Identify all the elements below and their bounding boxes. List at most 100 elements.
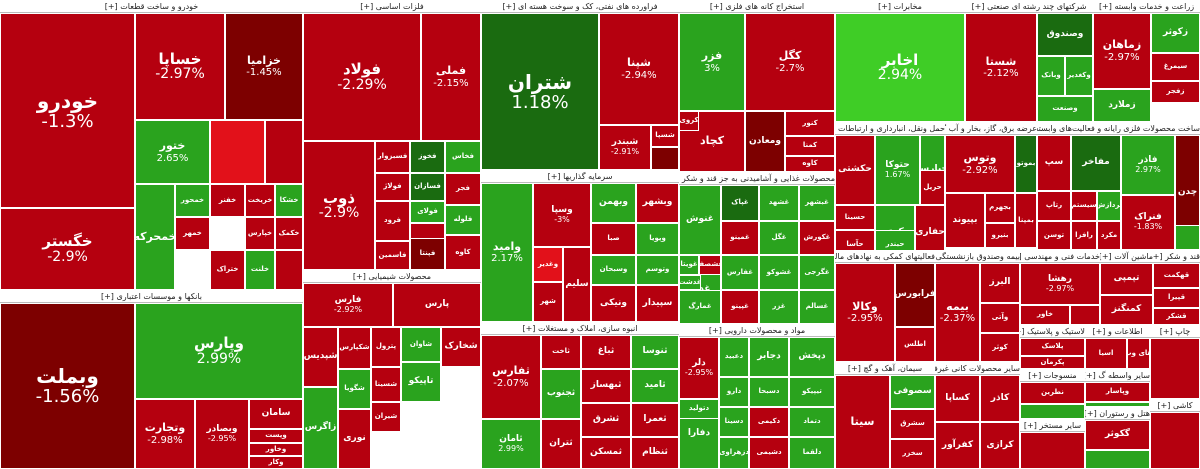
expand-toggle[interactable]: [+]	[1153, 252, 1163, 261]
stock-tile[interactable]	[1150, 338, 1200, 399]
expand-toggle[interactable]: [+]	[1157, 401, 1171, 410]
stock-tile[interactable]	[1020, 404, 1085, 419]
stock-tile[interactable]: غشهد	[759, 185, 799, 221]
sector-header[interactable]: لاستیک و پلاستیک [+]	[1020, 325, 1085, 338]
stock-tile[interactable]	[1085, 450, 1150, 469]
stock-tile[interactable]: ثامید	[631, 369, 679, 403]
stock-tile[interactable]: ونیکی	[591, 285, 636, 322]
stock-tile[interactable]: وآتی	[980, 303, 1020, 333]
stock-tile[interactable]: غشوکو	[759, 255, 799, 290]
stock-tile[interactable]: شاوان	[401, 327, 441, 362]
stock-tile[interactable]: غزر	[759, 290, 799, 324]
stock-tile[interactable]: قهکمت	[1153, 263, 1200, 288]
stock-tile[interactable]: وسپا -3%	[533, 183, 591, 247]
stock-tile[interactable]: شسینا	[371, 367, 401, 402]
sector-header[interactable]: هتل و رستوران [+]	[1085, 407, 1150, 420]
stock-tile[interactable]: اسیا	[1085, 338, 1127, 369]
stock-tile[interactable]: کاذر	[980, 375, 1020, 422]
stock-tile[interactable]	[1085, 402, 1150, 407]
sector-header[interactable]: انبوه سازی، املاک و مستغلات [+]	[481, 322, 679, 335]
stock-tile[interactable]: کاوه	[785, 156, 835, 172]
sector-header[interactable]: بانکها و موسسات اعتباری [+]	[0, 290, 303, 303]
sector-header[interactable]: سیمان، آهک و گچ [+]	[835, 362, 935, 375]
expand-toggle[interactable]: [+]	[1098, 2, 1112, 11]
stock-tile[interactable]: وتجارت -2.98%	[135, 399, 195, 469]
stock-tile[interactable]: پکرمان	[1020, 356, 1085, 369]
sector-header[interactable]: فراورده های نفتی، کک و سوخت هسته ای [+]	[481, 0, 679, 13]
sector-header[interactable]: خدمات فنی و مهندسی [+]	[1020, 250, 1100, 263]
stock-tile[interactable]: وکالا -2.95%	[835, 263, 895, 362]
stock-tile[interactable]	[1020, 432, 1085, 469]
stock-tile[interactable]: شکپارس	[338, 327, 371, 369]
stock-tile[interactable]: وبملت -1.56%	[0, 303, 135, 469]
stock-tile[interactable]	[651, 147, 679, 170]
stock-tile[interactable]: رتاپ	[1037, 191, 1071, 221]
stock-tile[interactable]: خاور	[1020, 305, 1070, 325]
expand-toggle[interactable]: [+]	[502, 2, 516, 11]
stock-tile[interactable]: وتوس -2.92%	[945, 135, 1015, 193]
expand-toggle[interactable]: [+]	[1092, 327, 1106, 336]
stock-tile[interactable]: فسبزوار	[375, 141, 410, 173]
expand-toggle[interactable]: [+]	[971, 2, 985, 11]
stock-tile[interactable]: حریل	[920, 170, 945, 205]
stock-tile[interactable]: ثنظام	[631, 437, 679, 469]
sector-header[interactable]: شرکتهای چند رشته ای صنعتی [+]	[965, 0, 1093, 13]
stock-tile[interactable]: پردازش	[1097, 191, 1121, 221]
sector-header[interactable]: مخابرات [+]	[835, 0, 965, 13]
stock-tile[interactable]: فخوز	[410, 141, 445, 173]
stock-tile[interactable]: شپدیس	[303, 327, 338, 387]
stock-tile[interactable]: خپارس	[245, 217, 275, 250]
expand-toggle[interactable]: [+]	[360, 2, 374, 11]
stock-tile[interactable]: وامید 2.17%	[481, 183, 533, 322]
sector-header[interactable]: عرضه برق، گاز، بخار و آب گرم [+]	[945, 122, 1037, 135]
expand-toggle[interactable]: [+]	[708, 326, 722, 335]
stock-tile[interactable]: خمحور	[175, 184, 210, 217]
sector-header[interactable]: سایر محصولات کانی غیرفلزی [+]	[935, 362, 1020, 375]
stock-tile[interactable]: خلنت	[245, 250, 275, 290]
expand-toggle[interactable]: [+]	[1100, 252, 1112, 261]
stock-tile[interactable]: دسبحا	[749, 377, 789, 407]
stock-tile[interactable]: غنوش	[679, 185, 721, 255]
stock-tile[interactable]: فخاس	[445, 141, 481, 173]
stock-tile[interactable]	[1070, 305, 1100, 325]
stock-tile[interactable]: وبهمن	[591, 183, 636, 223]
stock-tile[interactable]: مفاخر	[1071, 135, 1121, 191]
stock-tile[interactable]: خمحرکه	[135, 184, 175, 290]
stock-tile[interactable]: ختراک	[210, 250, 245, 290]
stock-tile[interactable]: وتوسم	[636, 255, 679, 285]
stock-tile[interactable]: ثجنوب	[541, 369, 581, 419]
stock-tile[interactable]: تیپیکو	[789, 377, 835, 407]
stock-tile[interactable]: فولای	[410, 201, 445, 223]
stock-tile[interactable]	[1175, 225, 1200, 250]
stock-tile[interactable]: اخابر 2.94%	[835, 13, 965, 122]
stock-tile[interactable]	[1150, 412, 1200, 469]
sector-header[interactable]: زراعت و خدمات وابسته [+]	[1093, 0, 1200, 13]
stock-tile[interactable]: وکار	[249, 456, 303, 469]
stock-tile[interactable]: خفنر	[210, 184, 245, 217]
stock-tile[interactable]: ومعادن	[745, 111, 785, 172]
stock-tile[interactable]: کساپا	[935, 375, 980, 422]
sector-header[interactable]: قند و شکر [+]	[1153, 250, 1200, 263]
stock-tile[interactable]: شخارک	[441, 327, 481, 367]
stock-tile[interactable]: فلوله	[445, 205, 481, 235]
stock-tile[interactable]: کفرآور	[935, 422, 980, 469]
stock-tile[interactable]: فولاژ	[375, 173, 410, 201]
stock-tile[interactable]: دکیمی	[749, 407, 789, 437]
stock-tile[interactable]: فاسمین	[375, 241, 410, 270]
stock-tile[interactable]: وکغدیر	[1065, 56, 1093, 96]
stock-tile[interactable]: دلر -2.95%	[679, 337, 719, 399]
stock-tile[interactable]: تپمپی	[1100, 263, 1153, 295]
stock-tile[interactable]: پلاسک	[1020, 338, 1085, 356]
stock-tile[interactable]: سخزر	[890, 439, 935, 469]
stock-tile[interactable]: البرز	[980, 263, 1020, 303]
stock-tile[interactable]: وبانک	[1037, 56, 1065, 96]
stock-tile[interactable]: وصنعت	[1037, 96, 1093, 122]
stock-tile[interactable]: دارو	[719, 377, 749, 407]
stock-tile[interactable]: غکورش	[799, 221, 835, 255]
sector-header[interactable]: رایانه و فعالیت‌های وابسته به آن [+]	[1037, 122, 1121, 135]
stock-tile[interactable]: ثشرق	[581, 403, 631, 437]
stock-tile[interactable]: دعبید	[719, 337, 749, 377]
stock-tile[interactable]: تاپیکو	[401, 362, 441, 402]
sector-header[interactable]: خودرو و ساخت قطعات [+]	[0, 0, 303, 13]
sector-header[interactable]: بیمه وصندوق بازنشستگی [+]	[935, 250, 1020, 263]
